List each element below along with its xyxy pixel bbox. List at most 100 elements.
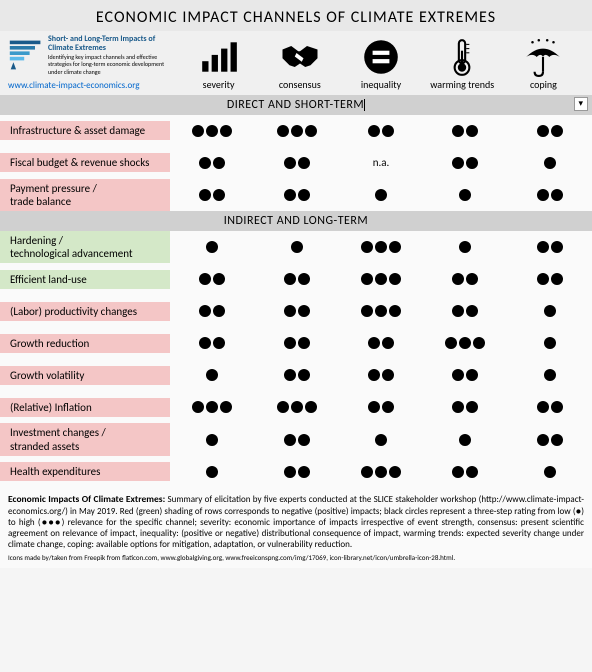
rating-cell <box>170 241 254 253</box>
dot-icon <box>551 273 563 285</box>
rating-cell <box>508 466 592 478</box>
rating-cell <box>254 369 338 381</box>
table-row: (Labor) productivity changes <box>0 295 592 327</box>
rating-cell <box>508 273 592 285</box>
rating-cell <box>423 156 507 169</box>
dot-icon <box>213 273 225 285</box>
caption: Economic Impacts Of Climate Extremes: Su… <box>0 488 592 553</box>
dot-icon <box>361 273 373 285</box>
logo-block: Short- and Long-Term Impacts of Climate … <box>8 35 178 91</box>
dot-icon <box>473 337 485 349</box>
dot-icon <box>466 273 478 285</box>
umbrella-icon <box>522 38 564 76</box>
dot-icon <box>361 466 373 478</box>
rating-cell <box>423 241 507 253</box>
rating-cell <box>508 125 592 137</box>
rating-cell <box>170 369 254 381</box>
col-label: severity <box>203 78 235 91</box>
dot-icon <box>466 157 478 169</box>
col-label: consensus <box>279 78 321 91</box>
table-row: Growth reduction <box>0 327 592 359</box>
chevron-down-icon[interactable]: ▾ <box>574 97 588 111</box>
dot-icon <box>284 273 296 285</box>
dot-icon <box>213 305 225 317</box>
inequality-icon <box>360 38 402 76</box>
rating-cell <box>508 369 592 381</box>
rating-cell <box>508 156 592 169</box>
rating-cell <box>339 401 423 413</box>
dot-icon <box>537 273 549 285</box>
handshake-icon <box>279 38 321 76</box>
icon-credits: Icons made by/taken from Freepik from fl… <box>0 553 592 568</box>
dot-icon <box>368 337 380 349</box>
dot-icon <box>452 401 464 413</box>
section-header: INDIRECT AND LONG-TERM <box>0 211 592 231</box>
dot-icon <box>389 273 401 285</box>
dot-icon <box>298 369 310 381</box>
dot-icon <box>466 305 478 317</box>
rating-cell <box>170 337 254 349</box>
sections: DIRECT AND SHORT-TERM▾Infrastructure & a… <box>0 95 592 488</box>
dot-icon <box>389 241 401 253</box>
row-label: Payment pressure /trade balance <box>0 179 170 211</box>
dot-icon <box>445 337 457 349</box>
table-row: Infrastructure & asset damage <box>0 115 592 147</box>
rating-cell <box>508 337 592 349</box>
dot-icon <box>220 401 232 413</box>
rating-cell <box>170 189 254 201</box>
row-cells: n.a. <box>170 156 592 169</box>
dot-icon <box>459 189 471 201</box>
dot-icon <box>375 466 387 478</box>
dot-icon <box>382 125 394 137</box>
dot-icon <box>452 157 464 169</box>
row-cells <box>170 337 592 349</box>
col-header-severity: severity <box>178 38 259 91</box>
col-label: warming trends <box>430 78 494 91</box>
table-row: Payment pressure /trade balance <box>0 179 592 211</box>
dot-icon <box>305 125 317 137</box>
row-cells <box>170 189 592 201</box>
dot-icon <box>291 401 303 413</box>
rating-cell <box>423 189 507 201</box>
rating-cell <box>339 337 423 349</box>
rating-cell <box>423 434 507 446</box>
row-label: Health expenditures <box>0 462 170 481</box>
dot-icon <box>298 305 310 317</box>
rating-cell <box>339 189 423 201</box>
row-label: (Relative) Inflation <box>0 398 170 417</box>
row-label: Investment changes /stranded assets <box>0 423 170 455</box>
rating-cell <box>423 369 507 381</box>
dot-icon <box>298 466 310 478</box>
dot-icon <box>368 369 380 381</box>
slice-logo-icon <box>8 37 44 73</box>
row-cells <box>170 466 592 478</box>
rating-cell <box>339 466 423 478</box>
dot-icon <box>206 241 218 253</box>
rating-cell <box>339 273 423 285</box>
dot-icon <box>544 466 556 478</box>
dot-icon <box>206 466 218 478</box>
dot-icon <box>284 337 296 349</box>
row-cells <box>170 273 592 285</box>
dot-icon <box>459 241 471 253</box>
dot-icon <box>537 401 549 413</box>
table-row: Growth volatility <box>0 359 592 391</box>
dot-icon <box>361 305 373 317</box>
row-cells <box>170 401 592 413</box>
rating-cell <box>254 337 338 349</box>
dot-icon <box>284 466 296 478</box>
row-cells <box>170 305 592 317</box>
dot-icon <box>361 241 373 253</box>
dot-icon <box>537 241 549 253</box>
table-row: Health expenditures <box>0 456 592 488</box>
rating-cell <box>254 273 338 285</box>
dot-icon <box>452 466 464 478</box>
rating-cell <box>339 434 423 446</box>
logo-url[interactable]: www.climate-impact-economics.org <box>8 80 178 91</box>
dot-icon <box>277 401 289 413</box>
dot-icon <box>375 434 387 446</box>
dot-icon <box>459 337 471 349</box>
rating-cell <box>170 273 254 285</box>
dot-icon <box>298 273 310 285</box>
na-text: n.a. <box>373 156 390 169</box>
